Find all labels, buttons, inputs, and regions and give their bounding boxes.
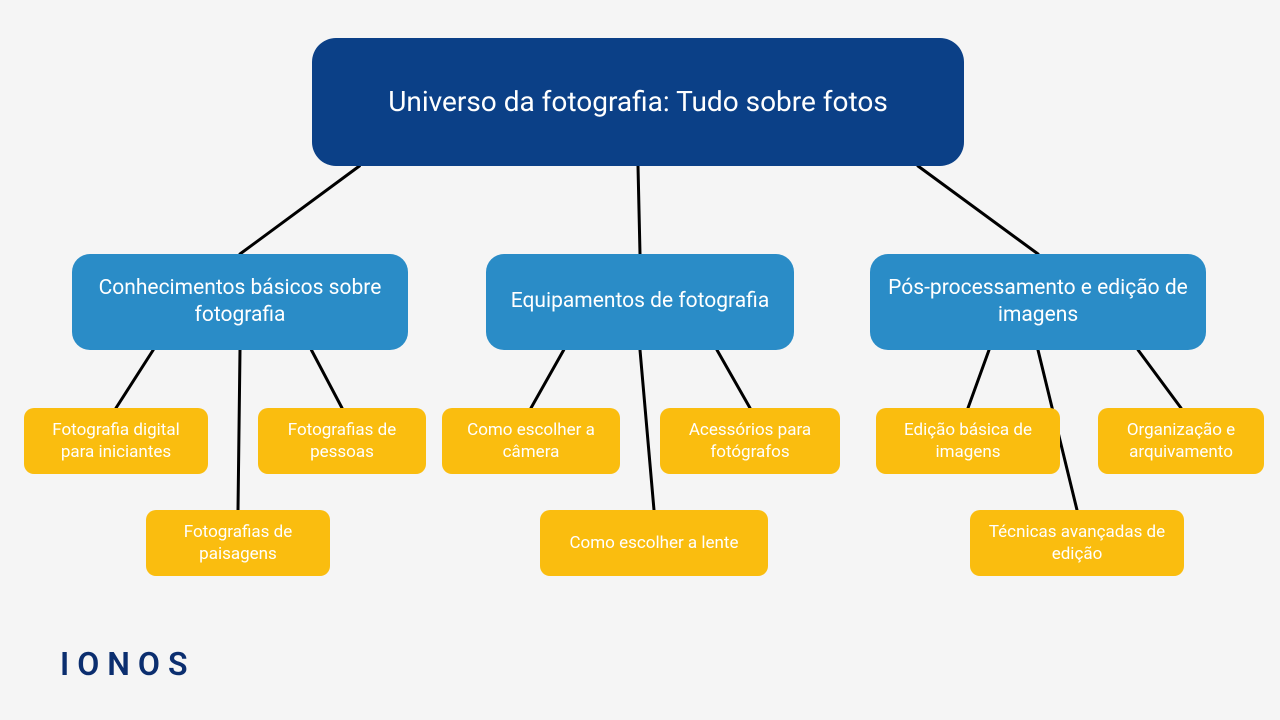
leaf-node: Como escolher a câmera [442, 408, 620, 474]
category-node: Conhecimentos básicos sobre fotografia [72, 254, 408, 350]
edge-line [638, 166, 640, 254]
leaf-node: Acessórios para fotógrafos [660, 408, 840, 474]
edge-line [531, 350, 564, 408]
edge-line [238, 350, 240, 510]
edge-line [717, 350, 750, 408]
leaf-node: Fotografia digital para iniciantes [24, 408, 208, 474]
leaf-node: Fotografias de pessoas [258, 408, 426, 474]
leaf-node: Como escolher a lente [540, 510, 768, 576]
leaf-node: Organização e arquivamento [1098, 408, 1264, 474]
root-node: Universo da fotografia: Tudo sobre fotos [312, 38, 964, 166]
diagram-canvas: Universo da fotografia: Tudo sobre fotos… [0, 0, 1280, 720]
leaf-node: Edição básica de imagens [876, 408, 1060, 474]
category-node: Equipamentos de fotografia [486, 254, 794, 350]
edge-line [640, 350, 654, 510]
category-node: Pós-processamento e edição de imagens [870, 254, 1206, 350]
edge-line [918, 166, 1038, 254]
edge-line [968, 350, 989, 408]
leaf-node: Técnicas avançadas de edição [970, 510, 1184, 576]
edge-line [311, 350, 342, 408]
edge-line [116, 350, 153, 408]
leaf-node: Fotografias de paisagens [146, 510, 330, 576]
edge-line [1138, 350, 1181, 408]
edge-line [240, 166, 359, 254]
brand-logo: IONOS [60, 645, 196, 683]
